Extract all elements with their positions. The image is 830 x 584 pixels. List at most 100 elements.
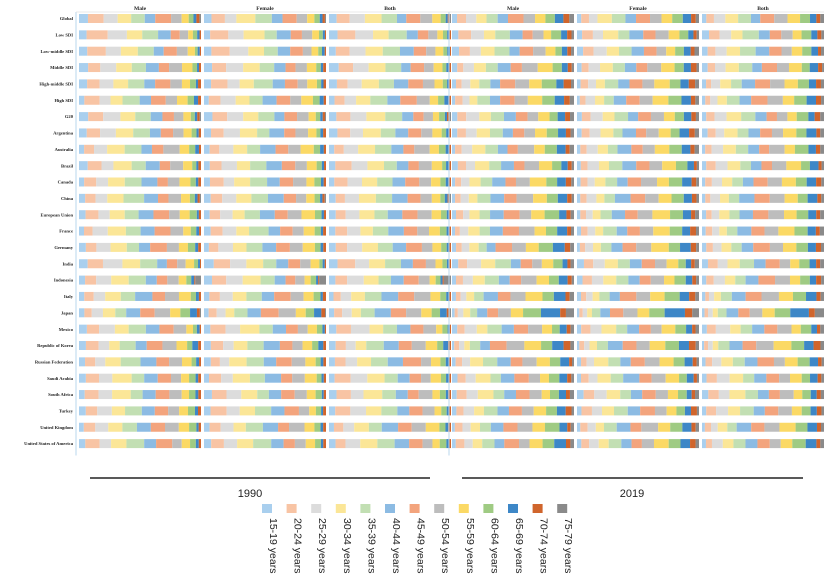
bar-segment-1990-both-middle-sdi-35-39-years — [385, 63, 402, 73]
bar-segment-1990-both-high-middle-sdi-70-74-years — [449, 79, 451, 89]
bar-segment-2019-female-france-20-24-years — [581, 226, 588, 236]
bar-segment-2019-male-south-africa-65-69-years — [558, 390, 566, 400]
bar-segment-1990-both-united-kingdom-20-24-years — [333, 422, 344, 432]
bar-segment-2019-both-china-15-19-years — [702, 193, 706, 203]
bar-segment-2019-both-low-middle-sdi-35-39-years — [740, 46, 756, 56]
bar-segment-1990-both-india-40-44-years — [401, 259, 413, 269]
bar-segment-1990-female-china-70-74-years — [322, 193, 325, 203]
row-label-germany: Germany — [54, 245, 73, 250]
bar-segment-1990-both-south-africa-40-44-years — [395, 390, 408, 400]
bar-segment-1990-female-high-sdi-30-34-years — [235, 95, 250, 105]
bar-segment-2019-both-india-35-39-years — [739, 259, 755, 269]
bar-segment-1990-both-france-40-44-years — [388, 226, 404, 236]
bar-segment-1990-female-high-sdi-20-24-years — [208, 95, 221, 105]
bar-segment-2019-both-saudi-arabia-70-74-years — [817, 373, 822, 383]
bar-segment-2019-female-australia-45-49-years — [631, 144, 643, 154]
bar-segment-1990-female-european-union-25-29-years — [220, 210, 233, 220]
bar-segment-2019-both-united-states-of-america-40-44-years — [745, 439, 758, 449]
bar-segment-2019-both-germany-25-29-years — [712, 242, 722, 252]
bar-segment-2019-female-indonesia-55-59-years — [664, 275, 675, 285]
bar-segment-1990-both-india-35-39-years — [385, 259, 402, 269]
bar-segment-1990-both-russian-federation-70-74-years — [448, 357, 451, 367]
bar-segment-1990-male-turkey-50-54-years — [168, 406, 180, 416]
bar-segment-2019-both-france-20-24-years — [705, 226, 713, 236]
bar-segment-2019-both-low-middle-sdi-75-79-years — [821, 46, 824, 56]
bar-segment-2019-male-argentina-50-54-years — [524, 128, 536, 138]
bar-segment-2019-both-high-middle-sdi-70-74-years — [816, 79, 821, 89]
bar-segment-2019-female-india-60-64-years — [678, 259, 686, 269]
bar-segment-2019-male-japan-75-79-years — [565, 308, 574, 318]
bar-segment-2019-female-australia-60-64-years — [669, 144, 682, 154]
bar-segment-1990-both-indonesia-20-24-years — [335, 275, 348, 285]
bar-segment-1990-male-saudi-arabia-20-24-years — [85, 373, 99, 383]
bar-segment-1990-male-italy-70-74-years — [198, 291, 201, 301]
bar-segment-1990-both-low-middle-sdi-40-44-years — [399, 46, 414, 56]
bar-segment-1990-female-mexico-20-24-years — [210, 324, 226, 334]
legend-swatch-40-44-years — [385, 504, 395, 513]
bar-segment-1990-male-canada-20-24-years — [84, 177, 97, 187]
bar-segment-1990-male-united-kingdom-25-29-years — [95, 422, 109, 432]
bar-segment-2019-male-italy-30-34-years — [466, 291, 475, 301]
bar-segment-2019-male-germany-30-34-years — [469, 242, 479, 252]
bar-segment-1990-male-russian-federation-50-54-years — [169, 357, 182, 367]
bar-segment-1990-male-france-50-54-years — [170, 226, 184, 236]
bar-segment-2019-female-high-sdi-65-69-years — [681, 95, 691, 105]
bar-segment-1990-both-france-45-49-years — [403, 226, 418, 236]
bar-segment-2019-male-global-25-29-years — [466, 14, 477, 23]
bar-segment-2019-both-turkey-50-54-years — [778, 406, 792, 416]
bar-segment-1990-male-germany-20-24-years — [85, 242, 97, 252]
bar-segment-2019-male-middle-sdi-50-54-years — [521, 63, 538, 73]
bar-segment-2019-both-low-sdi-30-34-years — [731, 30, 743, 40]
bar-segment-1990-male-italy-60-64-years — [190, 291, 196, 301]
bar-segment-1990-male-united-states-of-america-30-34-years — [111, 439, 127, 449]
bar-segment-1990-male-germany-65-69-years — [195, 242, 199, 252]
bar-segment-1990-female-global-15-19-years — [204, 14, 212, 23]
bar-segment-1990-female-european-union-60-64-years — [314, 210, 322, 220]
bar-segment-2019-female-middle-sdi-20-24-years — [581, 63, 589, 73]
bar-segment-2019-both-united-kingdom-20-24-years — [704, 422, 711, 432]
bar-segment-2019-male-germany-65-69-years — [552, 242, 565, 252]
bar-segment-1990-male-european-union-30-34-years — [109, 210, 125, 220]
bar-segment-2019-female-germany-70-74-years — [690, 242, 697, 252]
bar-segment-1990-male-global-45-49-years — [155, 14, 172, 23]
bar-segment-1990-female-european-union-50-54-years — [287, 210, 302, 220]
bar-segment-1990-female-japan-25-29-years — [216, 308, 226, 318]
bar-segment-1990-male-canada-35-39-years — [124, 177, 142, 187]
bar-segment-2019-both-low-middle-sdi-50-54-years — [781, 46, 792, 56]
bar-segment-1990-both-turkey-25-29-years — [350, 406, 367, 416]
bar-segment-2019-both-indonesia-45-49-years — [758, 275, 776, 285]
bar-segment-1990-female-high-sdi-15-19-years — [204, 95, 209, 105]
bar-segment-1990-both-argentina-45-49-years — [408, 128, 422, 138]
bar-segment-1990-male-mexico-20-24-years — [86, 324, 100, 334]
bar-segment-2019-female-united-states-of-america-35-39-years — [608, 439, 622, 449]
bar-segment-1990-male-united-states-of-america-25-29-years — [99, 439, 112, 449]
bar-segment-2019-female-mexico-65-69-years — [686, 324, 693, 334]
bar-segment-2019-both-low-sdi-40-44-years — [758, 30, 770, 40]
bar-segment-2019-female-high-sdi-20-24-years — [579, 95, 586, 105]
bar-segment-1990-male-global-65-69-years — [193, 14, 197, 23]
bar-segment-2019-female-italy-20-24-years — [581, 291, 587, 301]
bar-segment-1990-female-mexico-30-34-years — [240, 324, 260, 334]
bar-segment-2019-male-india-55-59-years — [541, 259, 554, 269]
bar-segment-2019-male-united-states-of-america-15-19-years — [452, 439, 456, 449]
bar-segment-2019-male-saudi-arabia-15-19-years — [452, 373, 458, 383]
bar-segment-1990-female-turkey-15-19-years — [204, 406, 211, 416]
bar-segment-2019-female-high-sdi-15-19-years — [577, 95, 580, 105]
bar-segment-1990-female-france-40-44-years — [268, 226, 281, 236]
bar-segment-2019-female-republic-of-korea-25-29-years — [584, 341, 590, 350]
row-label-united-kingdom: United Kingdom — [40, 425, 73, 430]
bar-segment-1990-both-low-sdi-20-24-years — [337, 30, 356, 40]
bar-segment-1990-male-global-15-19-years — [79, 14, 88, 23]
year-label-1990: 1990 — [238, 488, 262, 500]
bar-segment-2019-both-france-40-44-years — [737, 226, 752, 236]
bar-segment-1990-female-australia-70-74-years — [323, 144, 326, 154]
bar-segment-2019-female-high-middle-sdi-45-49-years — [629, 79, 643, 89]
bar-segment-2019-both-brazil-20-24-years — [706, 161, 716, 171]
bar-segment-1990-both-south-africa-60-64-years — [439, 390, 446, 400]
bar-segment-2019-both-high-sdi-70-74-years — [816, 95, 822, 105]
row-label-g20: G20 — [65, 114, 74, 119]
bar-segment-2019-both-japan-60-64-years — [774, 308, 791, 318]
bar-segment-1990-female-france-70-74-years — [323, 226, 326, 236]
bar-segment-1990-female-indonesia-55-59-years — [304, 275, 311, 285]
bar-segment-2019-female-global-25-29-years — [588, 14, 598, 23]
